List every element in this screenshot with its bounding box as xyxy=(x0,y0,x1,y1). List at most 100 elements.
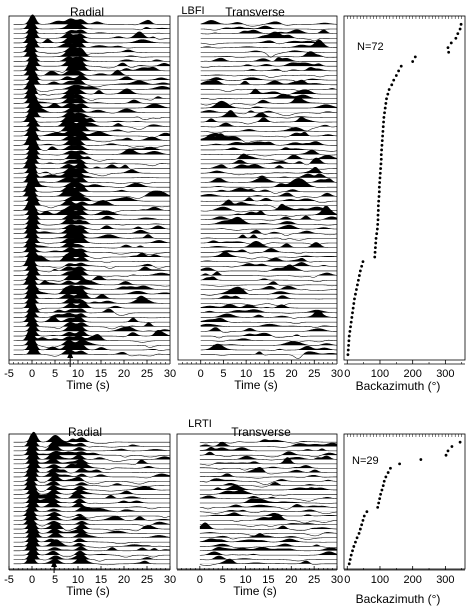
lbfi-radial-x-tick-label: 30 xyxy=(164,368,176,380)
lrti-backazimuth-point xyxy=(347,562,351,566)
lbfi-transverse-trace-fill xyxy=(201,141,332,146)
lrti-radial-x-tick-label: 30 xyxy=(164,574,176,586)
lbfi-transverse-trace-line xyxy=(200,276,337,282)
lbfi-backazimuth-point xyxy=(458,27,462,31)
lbfi-transverse-trace-fill xyxy=(200,110,337,113)
lrti-x-tick-label: 0 xyxy=(344,574,350,586)
lbfi-backazimuth-point xyxy=(377,190,381,194)
lbfi-radial-trace-line xyxy=(13,265,171,278)
lbfi-backazimuth-point xyxy=(384,102,388,105)
lbfi-transverse-x-tick-label: 5 xyxy=(220,368,226,380)
lrti-transverse-trace-line xyxy=(199,446,337,452)
lbfi-backazimuth-point xyxy=(383,106,387,110)
lrti-backazimuth-point xyxy=(352,545,356,548)
lbfi-transverse-trace-fill xyxy=(225,158,332,164)
lrti-radial-trace-line xyxy=(13,498,170,510)
lbfi-backazimuth-point xyxy=(376,218,380,222)
lbfi-backazimuth-point xyxy=(397,69,401,73)
lbfi-radial-trace-line xyxy=(13,179,170,193)
lbfi-transverse-trace-line xyxy=(200,39,337,49)
lrti-radial-x-tick-label: -5 xyxy=(4,574,14,586)
lbfi-transverse-trace-line xyxy=(200,133,337,144)
lbfi-radial-trace-line xyxy=(13,25,170,35)
lbfi-transverse-trace-fill xyxy=(200,318,337,323)
lbfi-transverse-trace-line xyxy=(200,122,338,132)
lbfi-transverse-trace-line xyxy=(200,281,338,287)
lbfi-transverse-trace-line xyxy=(200,295,337,300)
lrti-transverse-trace-fill xyxy=(202,551,337,556)
panel-frames xyxy=(8,15,466,570)
lbfi-transverse-xlabel: Time (s) xyxy=(234,378,278,392)
lbfi-radial-trace-line xyxy=(13,285,170,300)
lbfi-transverse-trace-line xyxy=(200,177,338,183)
lbfi-radial-trace-line xyxy=(13,95,171,109)
lrti-transverse-trace-line xyxy=(199,546,338,552)
lrti-transverse-trace-line xyxy=(199,523,337,527)
lrti-backazimuth-point xyxy=(419,458,423,461)
lrti-transverse-trace-line xyxy=(199,543,338,549)
lbfi-backazimuth-point xyxy=(381,129,385,133)
lbfi-backazimuth-point xyxy=(378,181,382,184)
lbfi-transverse-trace-line xyxy=(200,229,338,236)
lrti-radial-trace-line xyxy=(13,453,170,465)
lbfi-transverse-trace-line xyxy=(200,215,338,222)
lrti-radial-trace-line xyxy=(13,457,170,470)
lbfi-transverse-trace-line xyxy=(200,285,338,291)
lrti-backazimuth-point xyxy=(381,484,385,488)
lrti-transverse-trace-fill xyxy=(201,543,322,547)
lbfi-transverse-trace-fill xyxy=(254,173,332,178)
lbfi-backazimuth-point xyxy=(347,334,351,338)
lbfi-backazimuth-point xyxy=(355,288,358,291)
lrti-radial-trace-fill xyxy=(13,485,170,495)
lrti-radial-trace-line xyxy=(13,534,170,549)
lrti-backazimuth-point xyxy=(378,497,382,501)
lbfi-transverse-trace-line xyxy=(200,187,337,194)
lrti-radial-trace-line xyxy=(13,485,170,495)
lbfi-backazimuth-point xyxy=(376,222,380,226)
lrti-radial-trace-fill xyxy=(20,453,155,464)
lrti-backazimuth-point xyxy=(354,540,357,544)
lbfi-transverse-trace-line xyxy=(200,262,337,268)
lrti-radial-trace-line xyxy=(13,448,171,462)
lbfi-transverse-trace-line xyxy=(200,338,338,343)
lbfi-transverse-trace-fill xyxy=(200,197,337,202)
lbfi-transverse-trace-fill xyxy=(200,80,337,85)
lbfi-radial-trace-fill xyxy=(21,323,170,332)
lbfi-transverse-trace-fill xyxy=(200,57,304,62)
lbfi-transverse-trace-fill xyxy=(200,215,337,220)
lrti-radial-trace-fill xyxy=(13,533,170,543)
lrti-radial-arrow-head xyxy=(51,560,58,567)
lbfi-transverse-trace-fill xyxy=(200,39,337,48)
lrti-backazimuth-point xyxy=(389,466,392,470)
lbfi-x-tick-label: 300 xyxy=(436,368,454,380)
lrti-backazimuth-point xyxy=(348,558,352,561)
lbfi-transverse-trace-line xyxy=(200,199,337,210)
lrti-transverse-trace-line xyxy=(199,489,337,497)
lbfi-transverse-trace-line xyxy=(200,40,337,45)
lrti-transverse-trace-line xyxy=(199,495,338,502)
lrti-radial-trace-line xyxy=(13,503,170,513)
lbfi-backazimuth-point xyxy=(449,41,453,45)
lbfi-radial-trace-line xyxy=(13,313,170,323)
lbfi-backazimuth-point xyxy=(382,115,386,119)
lbfi-transverse-trace-line xyxy=(200,197,337,203)
lrti-radial-trace-fill xyxy=(13,492,170,503)
lbfi-radial-trace-fill xyxy=(13,127,170,136)
lrti-transverse-trace-fill xyxy=(199,555,337,560)
lrti-transverse-trace-fill xyxy=(199,512,337,517)
lbfi-radial-trace-fill xyxy=(13,112,170,123)
lrti-backazimuth-point xyxy=(358,527,362,531)
lbfi-radial-trace-line xyxy=(13,253,171,269)
lrti-radial-trace-fill xyxy=(13,498,170,508)
lrti-transverse-trace-fill xyxy=(199,489,337,495)
lbfi-backazimuth-point xyxy=(413,55,417,59)
lrti-radial-trace-fill xyxy=(20,462,165,473)
lrti-transverse-trace-line xyxy=(199,451,338,458)
lbfi-backazimuth-point xyxy=(377,185,381,189)
lbfi-transverse-trace-line xyxy=(200,332,337,339)
lrti-radial-trace-line xyxy=(13,479,170,492)
lbfi-radial-trace-fill xyxy=(13,145,170,155)
lrti-radial-trace-line xyxy=(13,525,171,539)
lbfi-backazimuth-point xyxy=(377,195,381,198)
lbfi-transverse-trace-fill xyxy=(200,230,337,234)
